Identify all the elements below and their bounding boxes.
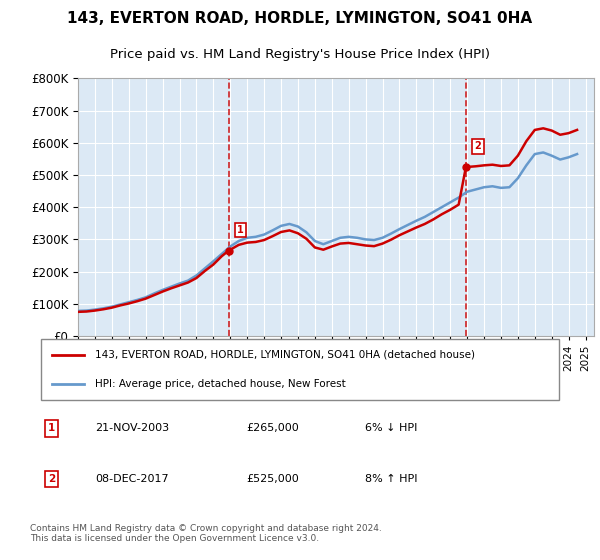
Text: HPI: Average price, detached house, New Forest: HPI: Average price, detached house, New …	[95, 379, 346, 389]
Text: 1: 1	[48, 423, 55, 433]
Text: 8% ↑ HPI: 8% ↑ HPI	[365, 474, 418, 484]
Text: 1: 1	[237, 225, 244, 235]
Text: Price paid vs. HM Land Registry's House Price Index (HPI): Price paid vs. HM Land Registry's House …	[110, 48, 490, 61]
Text: £525,000: £525,000	[246, 474, 299, 484]
Text: 21-NOV-2003: 21-NOV-2003	[95, 423, 169, 433]
Text: 2: 2	[475, 141, 481, 151]
FancyBboxPatch shape	[41, 339, 559, 400]
Text: £265,000: £265,000	[246, 423, 299, 433]
Text: 2: 2	[48, 474, 55, 484]
Text: 08-DEC-2017: 08-DEC-2017	[95, 474, 169, 484]
Text: 143, EVERTON ROAD, HORDLE, LYMINGTON, SO41 0HA (detached house): 143, EVERTON ROAD, HORDLE, LYMINGTON, SO…	[95, 350, 475, 360]
Text: Contains HM Land Registry data © Crown copyright and database right 2024.
This d: Contains HM Land Registry data © Crown c…	[30, 524, 382, 543]
Text: 6% ↓ HPI: 6% ↓ HPI	[365, 423, 417, 433]
Text: 143, EVERTON ROAD, HORDLE, LYMINGTON, SO41 0HA: 143, EVERTON ROAD, HORDLE, LYMINGTON, SO…	[67, 11, 533, 26]
